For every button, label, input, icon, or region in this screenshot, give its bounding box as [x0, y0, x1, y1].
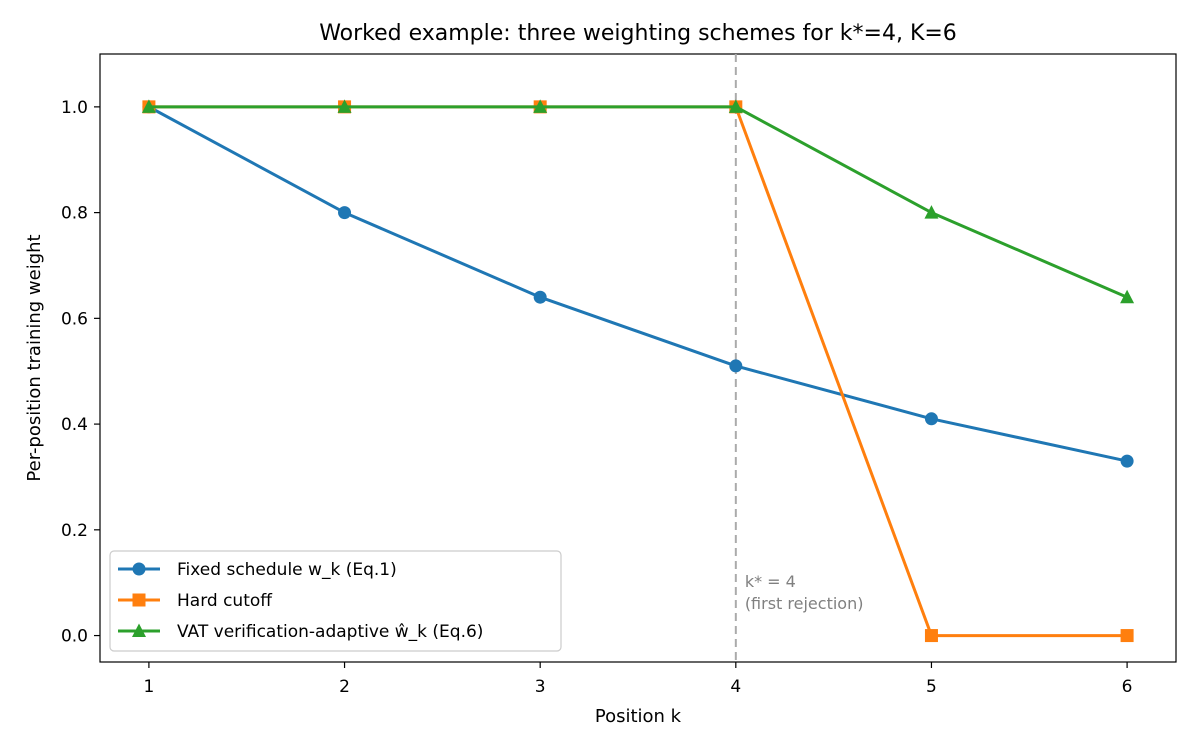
y-tick-label: 0.8	[61, 204, 88, 224]
data-point	[729, 359, 743, 373]
x-tick-label: 4	[730, 677, 741, 697]
data-point	[338, 206, 352, 220]
data-point	[533, 290, 547, 304]
series-1	[142, 100, 1134, 468]
legend-entry: VAT verification-adaptive ŵ_k (Eq.6)	[177, 622, 483, 642]
legend-box	[109, 550, 562, 652]
series-3	[141, 99, 1135, 304]
data-point	[924, 205, 939, 219]
y-tick-label: 0.6	[61, 309, 88, 329]
chart-title: Worked example: three weighting schemes …	[319, 21, 957, 46]
legend-entry: Hard cutoff	[177, 591, 273, 611]
x-axis-label: Position k	[595, 706, 682, 727]
y-tick-label: 0.0	[61, 627, 88, 647]
data-point	[728, 99, 743, 113]
legend-marker	[132, 623, 146, 637]
legend-marker	[132, 562, 146, 576]
data-point	[533, 99, 548, 113]
y-tick-label: 0.2	[61, 521, 88, 541]
legend: Fixed schedule w_k (Eq.1) Hard cutoff VAT …	[109, 550, 562, 652]
data-point	[1120, 629, 1134, 643]
legend-entry: Fixed schedule w_k (Eq.1)	[177, 560, 397, 580]
legend-marker	[132, 593, 146, 607]
data-point	[1120, 454, 1134, 468]
series-line	[148, 105, 1128, 299]
y-tick-label: 0.4	[61, 415, 88, 435]
axes-frame	[99, 53, 1177, 663]
data-point	[1120, 289, 1135, 304]
data-point	[337, 99, 352, 113]
data-point	[924, 629, 938, 643]
data-point	[924, 412, 938, 426]
x-tick-label: 2	[339, 677, 350, 697]
plot-area: 1 2 3 4 5 6 0.0 0.2 0.4 0.6 0.8 1.0 k* = 4 (first rej…	[61, 53, 1177, 697]
x-tick-label: 1	[143, 677, 154, 697]
data-point	[141, 99, 156, 113]
y-tick-label: 1.0	[61, 98, 88, 118]
y-axis-label: Per-position training weight	[24, 234, 45, 481]
series-line	[148, 105, 1128, 463]
annotation-first-rejection: (first rejection)	[745, 594, 864, 613]
annotation-kstar: k* = 4	[745, 572, 796, 591]
x-tick-label: 5	[926, 677, 937, 697]
x-tick-label: 6	[1122, 677, 1133, 697]
x-tick-label: 3	[535, 677, 546, 697]
